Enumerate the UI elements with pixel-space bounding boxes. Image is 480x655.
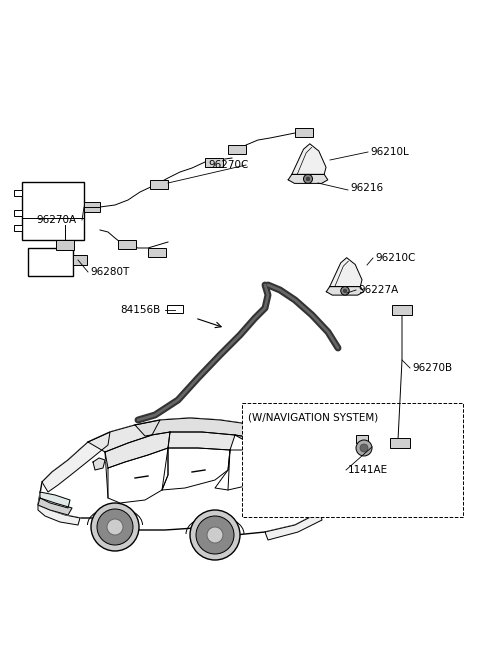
Polygon shape <box>295 452 340 508</box>
Polygon shape <box>235 435 330 458</box>
Polygon shape <box>330 257 362 287</box>
Bar <box>295 128 313 137</box>
Circle shape <box>360 444 368 452</box>
Text: (W/NAVIGATION SYSTEM): (W/NAVIGATION SYSTEM) <box>249 413 379 423</box>
Circle shape <box>356 440 372 456</box>
Bar <box>356 435 368 443</box>
Bar <box>242 403 463 517</box>
Text: 96210C: 96210C <box>375 253 415 263</box>
Circle shape <box>303 174 312 183</box>
Polygon shape <box>288 174 328 183</box>
Bar <box>28 248 73 276</box>
Text: 96270C: 96270C <box>208 160 248 170</box>
Polygon shape <box>38 498 72 515</box>
Polygon shape <box>105 432 170 468</box>
Polygon shape <box>292 144 326 174</box>
Bar <box>205 158 223 167</box>
Polygon shape <box>108 448 168 503</box>
Text: 84156B: 84156B <box>120 305 160 315</box>
Bar <box>390 438 410 448</box>
Bar <box>392 305 412 315</box>
Polygon shape <box>93 458 105 470</box>
Circle shape <box>196 516 234 554</box>
Bar <box>14 225 22 231</box>
Circle shape <box>91 503 139 551</box>
Text: 96210L: 96210L <box>370 147 409 157</box>
Polygon shape <box>315 462 336 482</box>
Text: 96227A: 96227A <box>358 285 398 295</box>
Polygon shape <box>215 450 295 490</box>
Bar <box>73 255 87 265</box>
Text: 96270B: 96270B <box>412 363 452 373</box>
Circle shape <box>190 510 240 560</box>
Polygon shape <box>38 505 80 525</box>
Polygon shape <box>38 418 340 535</box>
Circle shape <box>97 509 133 545</box>
Polygon shape <box>135 418 310 448</box>
Circle shape <box>341 287 349 295</box>
Bar <box>56 240 74 250</box>
Bar <box>84 202 100 212</box>
Polygon shape <box>40 492 70 508</box>
Text: 96216: 96216 <box>350 183 383 193</box>
Bar <box>150 180 168 189</box>
Bar <box>14 210 22 216</box>
Bar <box>228 145 246 154</box>
Circle shape <box>343 289 347 293</box>
Polygon shape <box>162 448 230 490</box>
Circle shape <box>306 177 310 181</box>
Polygon shape <box>88 420 160 452</box>
Polygon shape <box>168 432 235 450</box>
Polygon shape <box>42 432 110 492</box>
Bar <box>118 240 136 249</box>
Bar <box>22 182 84 240</box>
Text: 1141AE: 1141AE <box>348 465 388 475</box>
Bar <box>148 248 166 257</box>
Circle shape <box>107 519 123 535</box>
Polygon shape <box>265 512 322 540</box>
Circle shape <box>207 527 223 543</box>
Polygon shape <box>326 287 364 295</box>
Text: 96270A: 96270A <box>36 215 76 225</box>
Bar <box>167 305 183 313</box>
Bar <box>14 190 22 196</box>
Text: 96280T: 96280T <box>90 267 129 277</box>
